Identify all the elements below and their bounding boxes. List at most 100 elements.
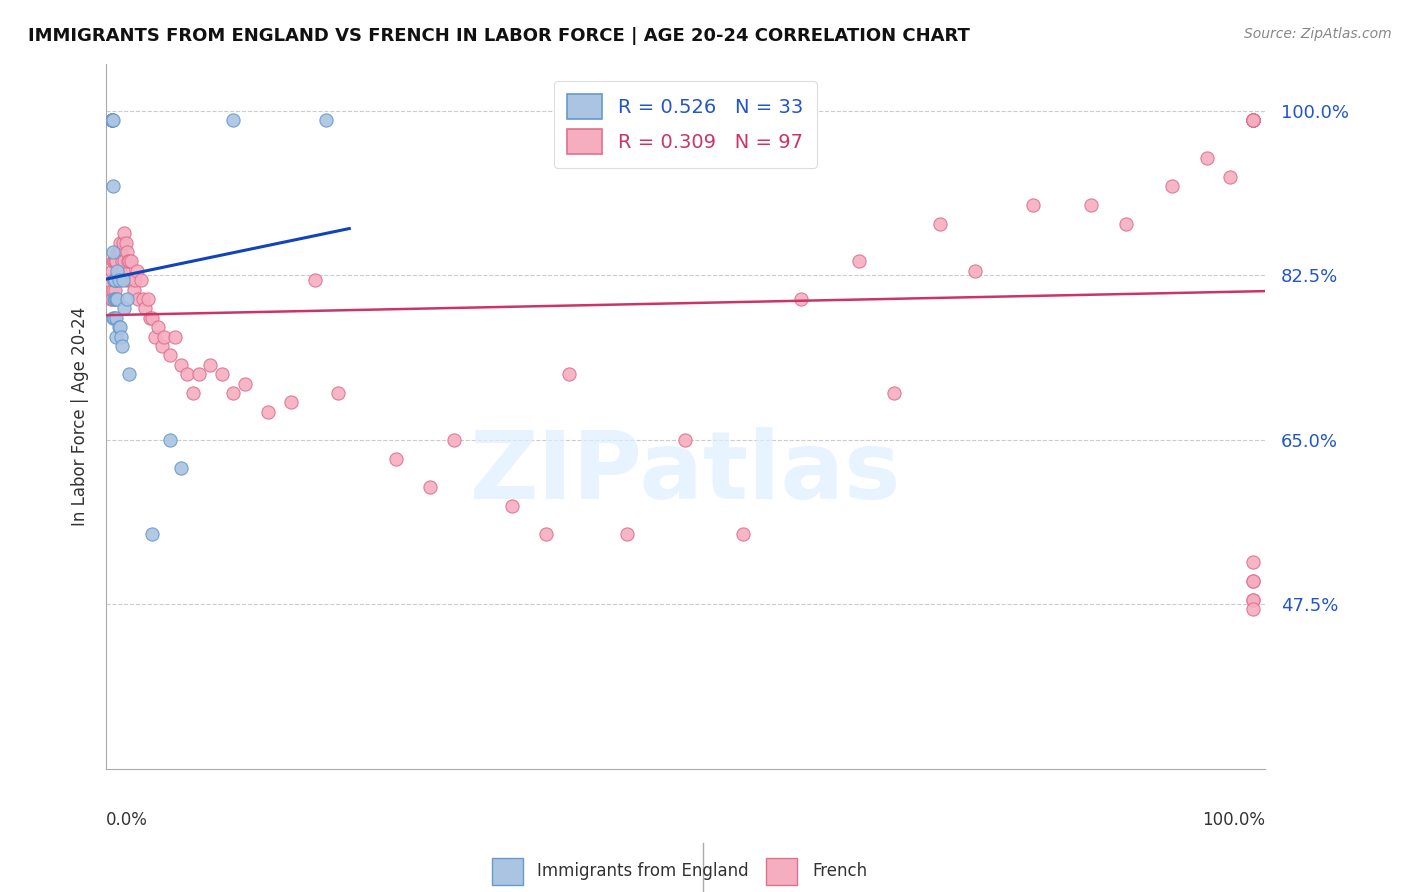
Point xyxy=(107,273,129,287)
Point xyxy=(1241,113,1264,128)
Point xyxy=(100,113,122,128)
Point xyxy=(558,367,581,381)
Point xyxy=(105,254,128,268)
Point xyxy=(1161,179,1184,194)
Point xyxy=(1195,151,1218,165)
Point xyxy=(107,320,129,334)
Point xyxy=(110,244,132,259)
Point xyxy=(121,273,143,287)
Text: IMMIGRANTS FROM ENGLAND VS FRENCH IN LABOR FORCE | AGE 20-24 CORRELATION CHART: IMMIGRANTS FROM ENGLAND VS FRENCH IN LAB… xyxy=(28,27,970,45)
Point xyxy=(107,244,129,259)
Point xyxy=(115,273,138,287)
Point xyxy=(176,367,198,381)
Point xyxy=(108,264,131,278)
Point xyxy=(100,113,122,128)
Point xyxy=(280,395,302,409)
Point xyxy=(143,329,166,343)
Point xyxy=(107,244,129,259)
Point xyxy=(112,235,135,250)
Point xyxy=(127,264,149,278)
Point xyxy=(1241,555,1264,569)
Point xyxy=(1241,113,1264,128)
Point xyxy=(257,405,280,419)
Point xyxy=(115,292,138,306)
Point xyxy=(107,264,129,278)
Point xyxy=(103,292,125,306)
Point xyxy=(124,273,146,287)
Point xyxy=(790,292,813,306)
Point xyxy=(108,235,131,250)
Point xyxy=(165,329,187,343)
Point xyxy=(114,235,136,250)
Point xyxy=(181,385,204,400)
Point xyxy=(107,264,129,278)
Point xyxy=(141,526,163,541)
Point xyxy=(107,273,129,287)
Point xyxy=(100,292,122,306)
Point xyxy=(150,339,173,353)
Point xyxy=(105,292,128,306)
Point xyxy=(1241,113,1264,128)
Point xyxy=(233,376,256,391)
Point xyxy=(1241,113,1264,128)
Point xyxy=(103,273,125,287)
Point xyxy=(108,320,131,334)
Text: Source: ZipAtlas.com: Source: ZipAtlas.com xyxy=(1244,27,1392,41)
Point xyxy=(170,358,193,372)
Legend: R = 0.526   N = 33, R = 0.309   N = 97: R = 0.526 N = 33, R = 0.309 N = 97 xyxy=(554,81,817,168)
Point xyxy=(134,301,156,316)
Point xyxy=(159,433,181,447)
Point xyxy=(1241,113,1264,128)
Point xyxy=(100,113,122,128)
Point xyxy=(1115,217,1137,231)
Point xyxy=(110,329,132,343)
Point xyxy=(211,367,233,381)
Point xyxy=(929,217,952,231)
Point xyxy=(104,292,127,306)
Point xyxy=(112,264,135,278)
Point xyxy=(1241,113,1264,128)
Text: 100.0%: 100.0% xyxy=(1202,811,1265,829)
Point xyxy=(315,113,337,128)
Point xyxy=(136,292,159,306)
Point xyxy=(146,320,169,334)
Point xyxy=(114,226,136,240)
Point xyxy=(114,301,136,316)
Point xyxy=(1241,113,1264,128)
Text: ZIPatlas: ZIPatlas xyxy=(470,426,901,519)
Point xyxy=(1219,169,1241,184)
Point xyxy=(104,254,127,268)
Point xyxy=(883,385,905,400)
Point xyxy=(673,433,696,447)
Point xyxy=(1080,198,1102,212)
Point xyxy=(170,461,193,475)
Point xyxy=(159,348,181,362)
Point xyxy=(111,339,134,353)
Point xyxy=(104,283,127,297)
Point xyxy=(100,113,122,128)
Point xyxy=(141,310,163,325)
Point xyxy=(117,254,139,268)
Point xyxy=(501,499,523,513)
Point xyxy=(1241,602,1264,616)
Point xyxy=(100,292,122,306)
Point xyxy=(105,310,128,325)
Point xyxy=(122,283,145,297)
Point xyxy=(1241,574,1264,588)
Point xyxy=(127,292,149,306)
Point xyxy=(103,254,125,268)
Point xyxy=(419,480,441,494)
Point xyxy=(111,254,134,268)
Point xyxy=(115,244,138,259)
Point xyxy=(105,273,128,287)
Point xyxy=(120,254,142,268)
Point xyxy=(443,433,465,447)
Point xyxy=(1241,574,1264,588)
Point xyxy=(200,358,222,372)
Point xyxy=(222,113,245,128)
Point xyxy=(1241,592,1264,607)
Y-axis label: In Labor Force | Age 20-24: In Labor Force | Age 20-24 xyxy=(72,307,89,526)
Point xyxy=(105,329,128,343)
Point xyxy=(304,273,326,287)
Point xyxy=(326,385,349,400)
